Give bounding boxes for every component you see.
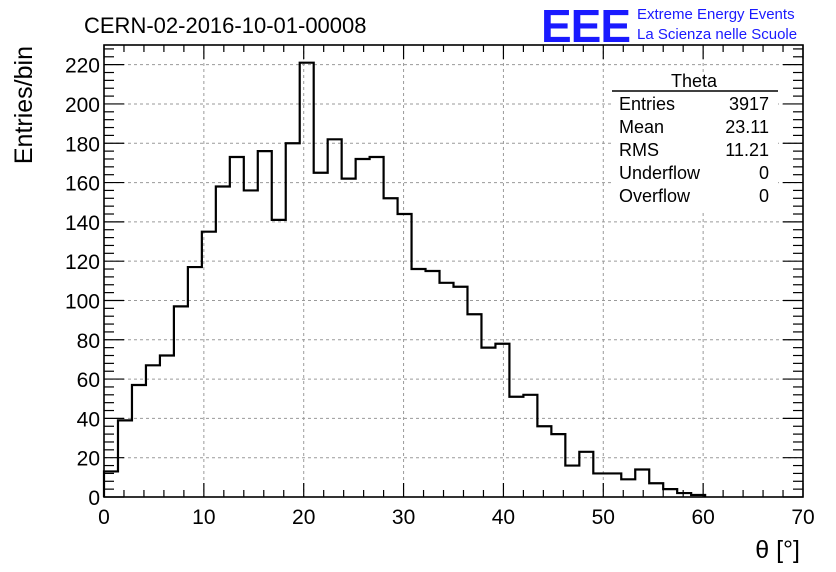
x-tick-label: 50 [592, 506, 615, 529]
histogram-bin [244, 190, 258, 497]
histogram-bin [272, 220, 286, 497]
histogram-bin [467, 314, 481, 497]
stats-row-rms: RMS 11.21 [619, 140, 769, 160]
stats-row-overflow: Overflow 0 [619, 186, 769, 206]
stats-box-background [612, 72, 778, 212]
histogram-bin [635, 469, 649, 497]
histogram-bin [146, 365, 160, 497]
histogram-outline [102, 61, 707, 497]
histogram-bin [104, 471, 118, 497]
histogram-bin [160, 356, 174, 497]
stats-row-entries: Entries 3917 [619, 94, 769, 114]
histogram-bin [495, 344, 509, 497]
histogram-bin [426, 271, 440, 497]
histogram-bin [384, 198, 398, 497]
y-tick-label: 180 [65, 133, 100, 156]
stats-value: 23.11 [725, 117, 769, 137]
histogram-bin [649, 483, 663, 497]
stats-row-mean: Mean 23.11 [619, 117, 769, 137]
stats-value: 3917 [729, 94, 769, 114]
x-tick-label: 10 [192, 506, 215, 529]
y-tick-label: 20 [77, 448, 100, 471]
y-tick-label: 220 [65, 55, 100, 78]
x-axis-title: θ [°] [755, 536, 800, 564]
y-tick-label: 100 [65, 290, 100, 313]
y-tick-label: 80 [77, 330, 100, 353]
axis-ticks [103, 45, 804, 498]
stats-box-title: Theta [671, 71, 718, 91]
stats-label: Overflow [619, 186, 691, 206]
y-tick-label: 160 [65, 173, 100, 196]
histogram-bin [216, 186, 230, 497]
y-tick-label: 40 [77, 408, 100, 431]
y-tick-label: 140 [65, 212, 100, 235]
histogram-bin [565, 466, 579, 497]
logo-line-1: Extreme Energy Events [637, 6, 795, 23]
histogram-bin [174, 306, 188, 497]
x-tick-label: 40 [492, 506, 515, 529]
stats-value: 0 [759, 163, 769, 183]
x-tick-label: 60 [691, 506, 714, 529]
histogram-bin [579, 452, 593, 497]
histogram-bin [440, 283, 454, 497]
histogram-bin [258, 151, 272, 497]
histogram-bin [132, 385, 146, 497]
page-title: CERN-02-2016-10-01-00008 [84, 13, 367, 38]
y-tick-label: 60 [77, 369, 100, 392]
x-tick-label: 70 [791, 506, 814, 529]
y-tick-label: 120 [65, 251, 100, 274]
y-tick-label: 200 [65, 94, 100, 117]
eee-logo: EEE [541, 0, 630, 52]
y-tick-label: 0 [88, 487, 100, 510]
histogram-bin [398, 214, 412, 497]
histogram-bin [202, 232, 216, 497]
stats-label: RMS [619, 140, 659, 160]
histogram-bin [342, 179, 356, 497]
histogram-bin [551, 434, 565, 497]
histogram-bin [286, 143, 300, 497]
histogram-bin [370, 157, 384, 497]
stats-value: 11.21 [725, 140, 769, 160]
stats-label: Entries [619, 94, 675, 114]
histogram-bin [314, 173, 328, 497]
stats-box: Theta Entries 3917 Mean 23.11 RMS 11.21 … [612, 71, 778, 212]
histogram-bin [356, 159, 370, 497]
stats-row-underflow: Underflow 0 [619, 163, 769, 183]
histogram-bin [537, 426, 551, 497]
stats-label: Underflow [619, 163, 701, 183]
plot-frame [103, 44, 804, 498]
x-tick-label: 0 [98, 506, 110, 529]
histogram-bin [454, 287, 468, 497]
histogram-bin [412, 269, 426, 497]
histogram-bin [663, 489, 677, 497]
tick-labels: 0 10 20 30 40 50 60 70 0 20 40 60 80 100 120 140 160 180 2… [65, 55, 815, 529]
histogram-bin [300, 63, 314, 497]
histogram-bin [118, 420, 132, 497]
histogram-bin [523, 395, 537, 497]
x-tick-label: 20 [292, 506, 315, 529]
x-tick-label: 30 [392, 506, 415, 529]
histogram-bin [230, 157, 244, 497]
stats-label: Mean [619, 117, 664, 137]
stats-value: 0 [759, 186, 769, 206]
y-axis-title: Entries/bin [10, 46, 38, 164]
histogram-bin [509, 397, 523, 497]
histogram-bin [188, 267, 202, 497]
histogram-bin [607, 473, 621, 497]
histogram-bin [593, 473, 607, 497]
histogram-bin [481, 348, 495, 497]
logo-line-2: La Scienza nelle Scuole [637, 26, 797, 43]
histogram-bin [328, 139, 342, 497]
